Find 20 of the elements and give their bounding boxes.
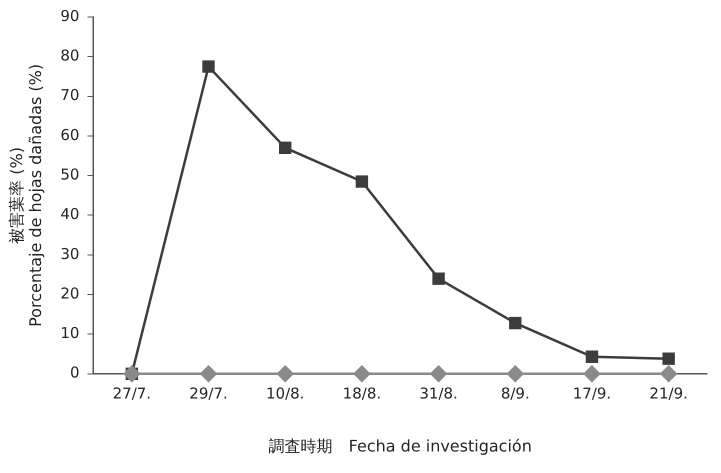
y-tick-label: 30 xyxy=(60,244,80,263)
y-tick-label: 20 xyxy=(60,284,80,302)
x-tick-label: 8/9. xyxy=(500,384,530,403)
y-tick-label: 50 xyxy=(60,165,80,184)
x-axis-title: 調査時期 Fecha de investigación xyxy=(268,436,532,456)
y-tick-label: 60 xyxy=(60,126,80,144)
y-tick-label: 40 xyxy=(60,205,80,224)
y-tick-label: 10 xyxy=(60,324,80,342)
y-tick-label: 80 xyxy=(60,46,80,65)
x-tick-label: 31/8. xyxy=(419,384,458,403)
x-tick-label: 29/7. xyxy=(189,384,228,403)
x-tick-label: 27/7. xyxy=(112,384,152,403)
y-tick-label: 90 xyxy=(60,6,80,25)
y-tick-label: 70 xyxy=(60,86,80,104)
x-tick-label: 17/9. xyxy=(572,384,612,403)
y-axis-title: 被害葉率 (%) Porcentaje de hojas dañadas (%) xyxy=(6,64,45,327)
x-tick-label: 18/8. xyxy=(342,384,382,403)
x-tick-label: 10/8. xyxy=(266,384,304,403)
x-tick-label: 21/9. xyxy=(649,384,688,403)
y-tick-label: 0 xyxy=(70,364,80,382)
